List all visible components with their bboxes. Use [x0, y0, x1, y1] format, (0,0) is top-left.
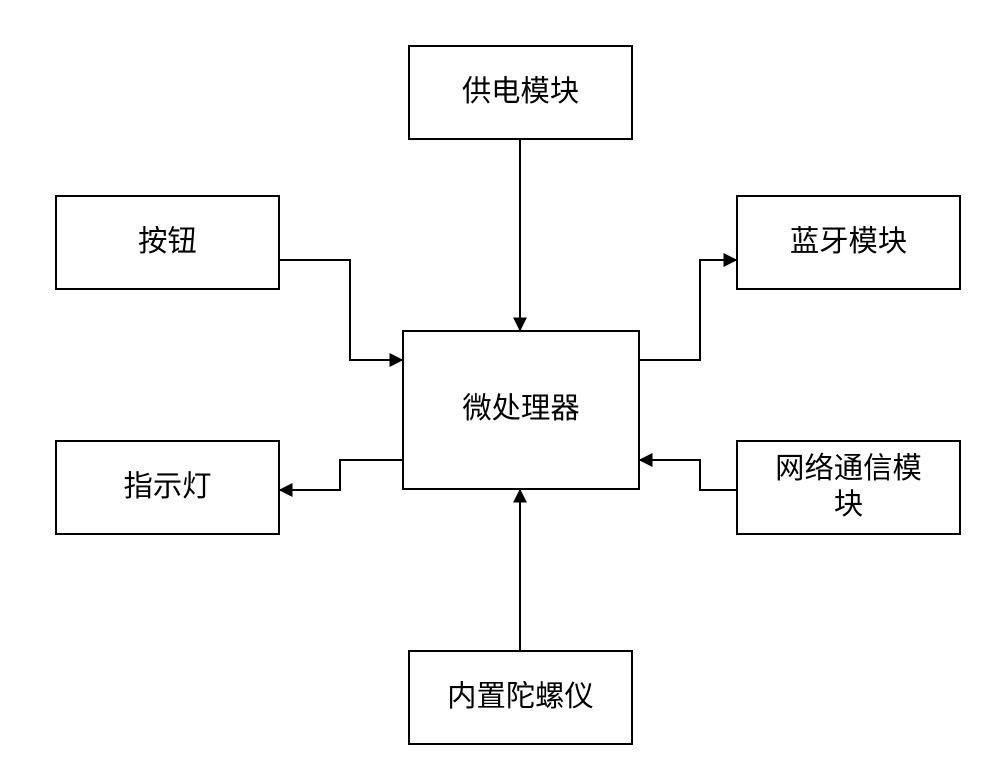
edge-cpu-bluetooth	[640, 260, 736, 360]
node-label: 指示灯	[124, 470, 212, 505]
diagram-canvas: 供电模块按钮 蓝牙模块微处理器指示灯 网络通信模块内置陀螺仪	[0, 0, 1000, 773]
node-label: 按钮	[138, 225, 197, 260]
node-bluetooth: 蓝牙模块	[736, 195, 961, 290]
node-net: 网络通信模块	[736, 440, 961, 535]
node-gyro: 内置陀螺仪	[408, 650, 633, 745]
node-button: 按钮	[55, 195, 280, 290]
node-label: 内置陀螺仪	[447, 680, 594, 715]
node-led: 指示灯	[55, 440, 280, 535]
node-cpu: 微处理器	[402, 330, 640, 490]
node-power: 供电模块	[408, 45, 633, 140]
node-label: 供电模块	[462, 75, 579, 110]
node-label: 蓝牙模块	[790, 225, 907, 260]
node-label: 微处理器	[462, 392, 579, 427]
edge-cpu-led	[280, 460, 402, 490]
node-label: 网络通信模块	[775, 452, 922, 522]
edge-net-cpu	[640, 460, 736, 490]
edge-button-cpu	[280, 260, 402, 360]
